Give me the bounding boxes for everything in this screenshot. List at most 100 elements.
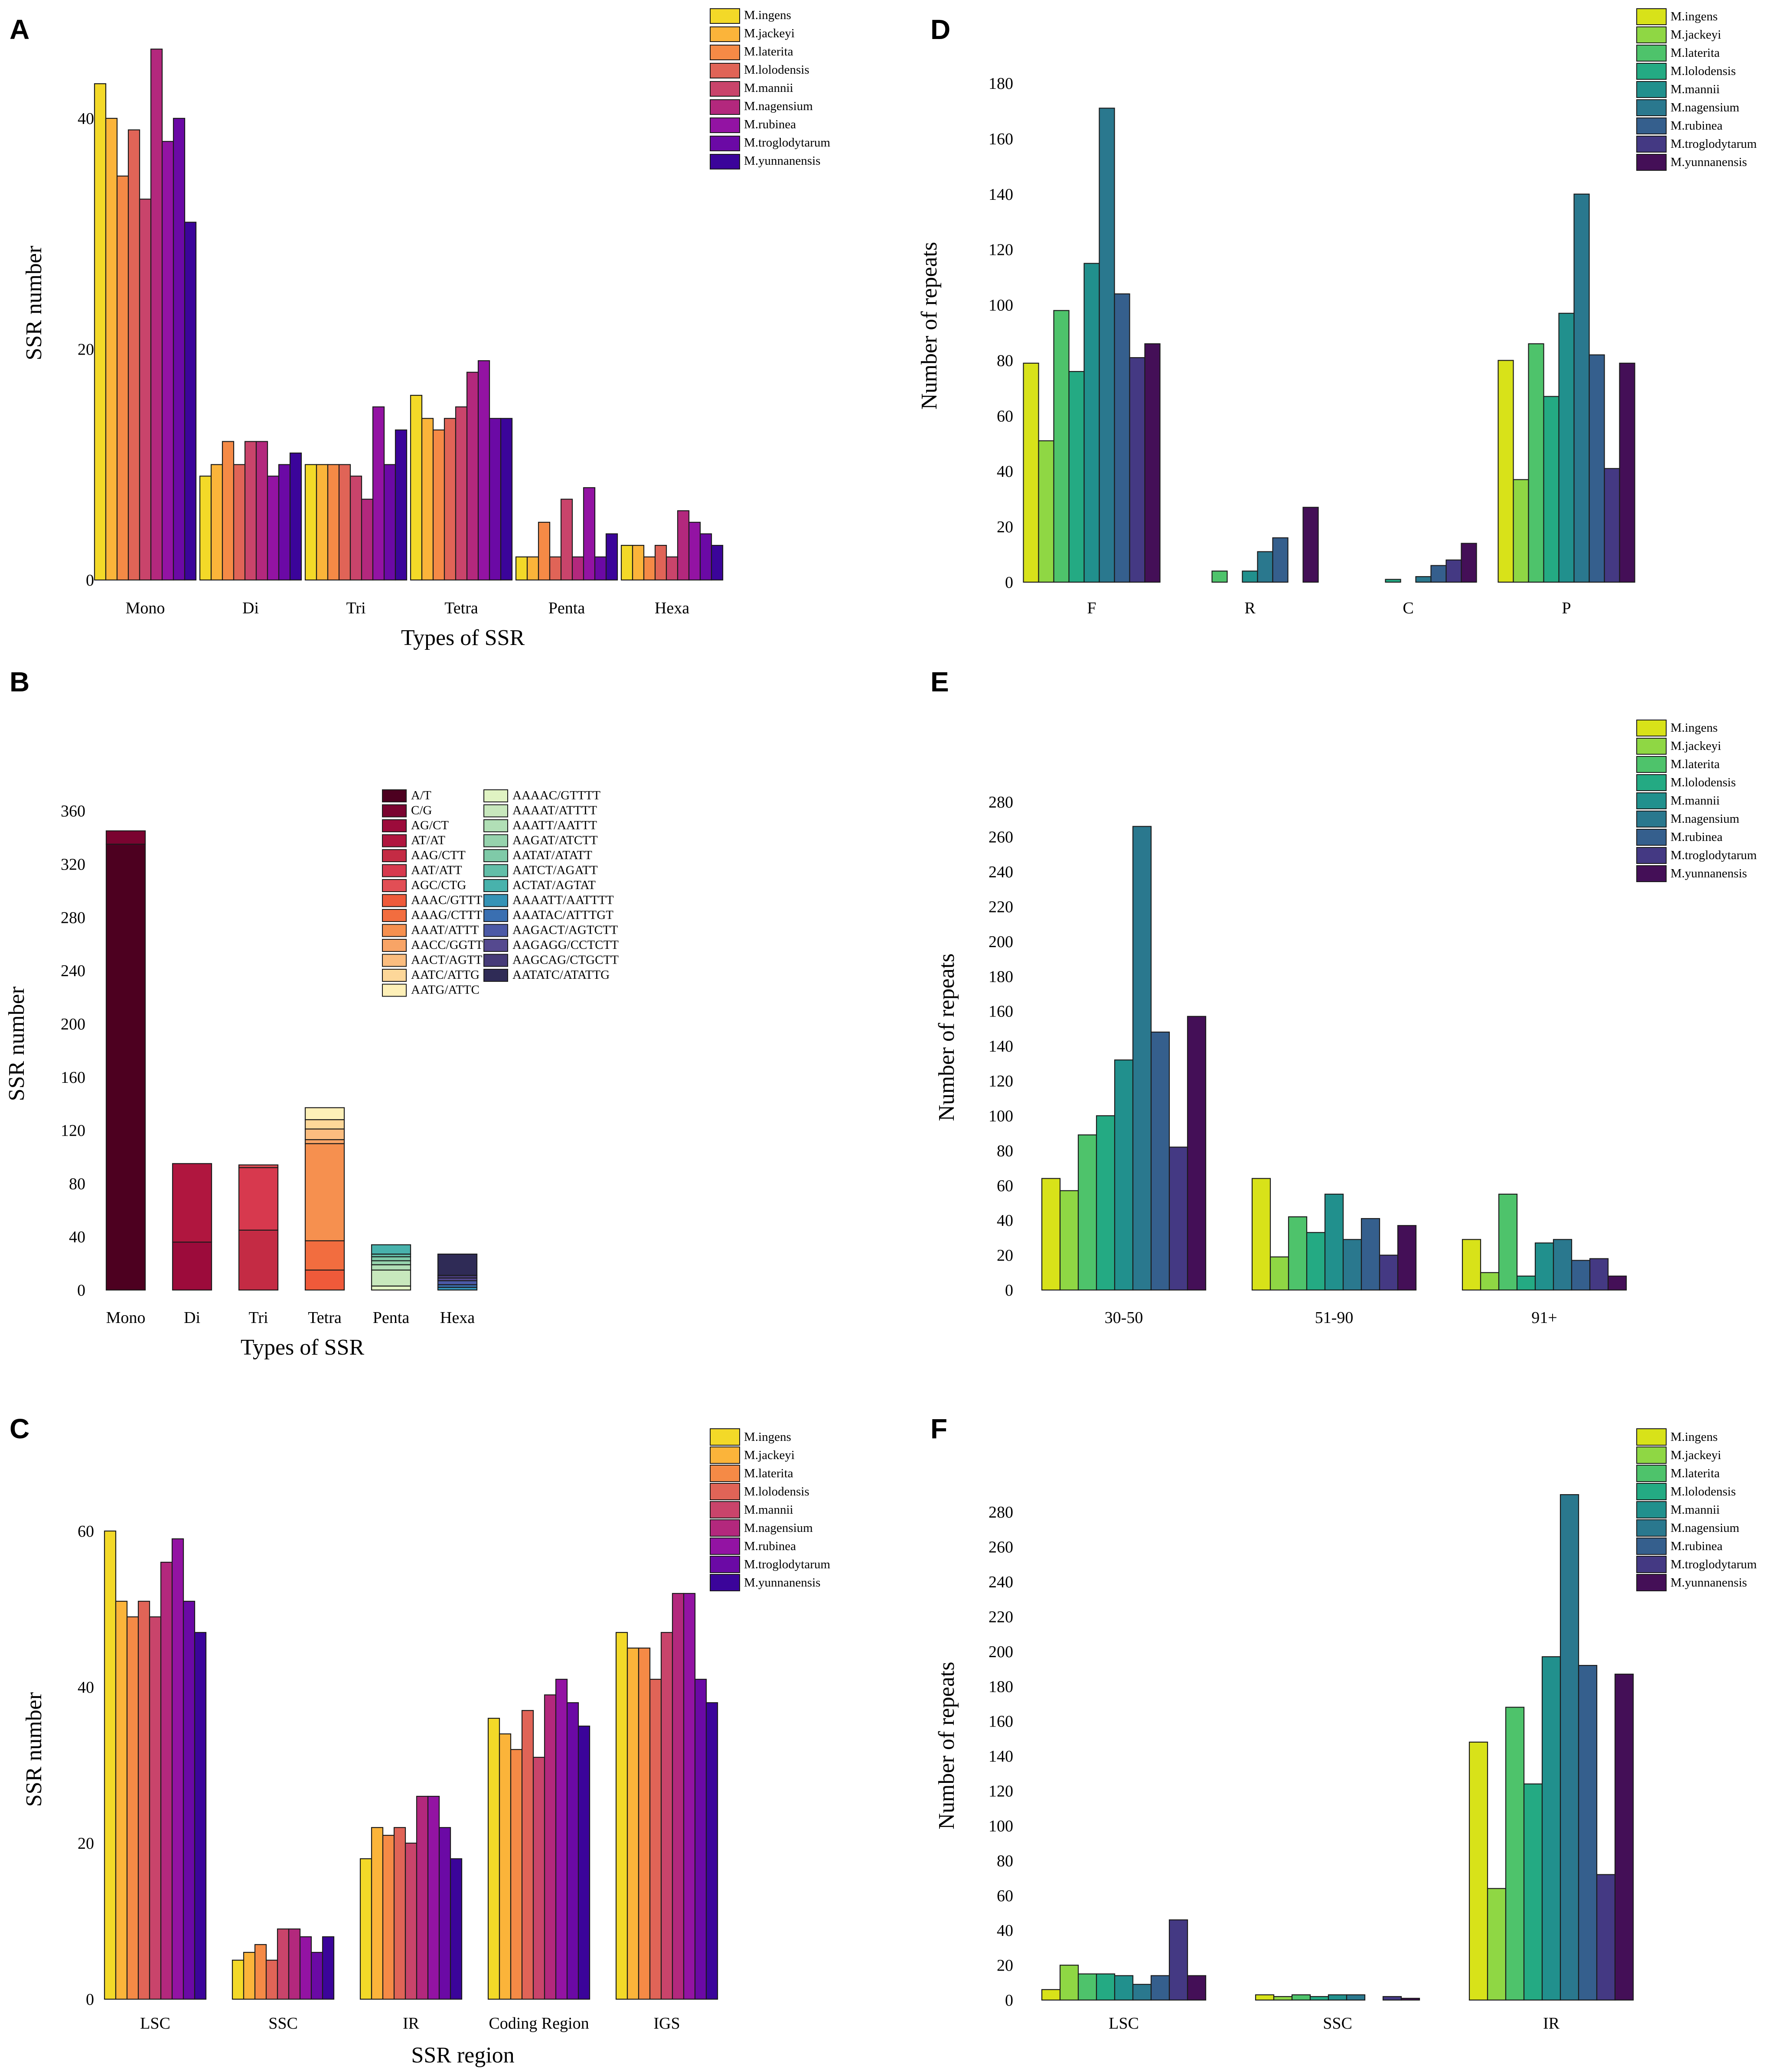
y-tick-label: 100	[989, 296, 1013, 315]
legend: M.ingens M.jackeyi M.laterita M.lolodensis M…	[1636, 1428, 1757, 1591]
stack-segment	[238, 1167, 279, 1231]
bar-m-ingens	[1462, 1239, 1481, 1291]
bar-m-yunnanensis	[1607, 1275, 1627, 1291]
legend-swatch	[483, 939, 508, 952]
legend-label: AG/CT	[411, 818, 449, 832]
bar-m-nagensium	[672, 1593, 685, 2000]
legend-swatch	[710, 8, 740, 24]
panel-letter-b: B	[10, 666, 29, 697]
legend-swatch	[710, 1538, 740, 1555]
legend-swatch	[710, 1519, 740, 1537]
bar-m-laterita	[254, 1944, 267, 2000]
y-tick-label: 0	[86, 1991, 94, 2009]
legend: M.ingens M.jackeyi M.laterita M.lolodensis M…	[710, 8, 830, 169]
bar-m-nagensium	[1132, 1984, 1152, 2001]
bar-m-laterita	[638, 1647, 651, 2000]
bar-m-nagensium	[1346, 1994, 1366, 2001]
legend-label: M.ingens	[1671, 10, 1718, 23]
bar-m-troglodytarum	[310, 1951, 323, 2000]
bar-m-lolodensis	[649, 1678, 662, 2000]
y-tick-label: 120	[61, 1122, 85, 1140]
bar-m-yunnanensis	[578, 1725, 591, 2000]
x-tick-label: 91+	[1531, 1309, 1557, 1327]
legend-swatch	[710, 26, 740, 42]
y-tick-label: 160	[61, 1069, 85, 1087]
y-tick-label: 0	[77, 1281, 85, 1300]
legend-swatch	[710, 1465, 740, 1482]
legend-label: AATCT/AGATT	[512, 863, 598, 877]
legend-swatch	[1636, 720, 1667, 736]
bar-m-ingens	[615, 1632, 628, 2000]
y-tick-label: 60	[997, 407, 1013, 425]
x-tick-label: C	[1403, 599, 1413, 617]
bar-m-rubinea	[1272, 537, 1289, 583]
bar-m-troglodytarum	[1445, 559, 1462, 583]
bar-m-mannii	[560, 498, 573, 581]
legend-label: M.yunnanensis	[1671, 867, 1747, 880]
x-tick-label: Mono	[106, 1309, 146, 1327]
y-tick-label: 40	[997, 1212, 1013, 1230]
legend-swatch	[1636, 81, 1667, 98]
legend-swatch	[483, 849, 508, 862]
bar-m-nagensium	[150, 49, 163, 581]
bar-m-mannii	[1541, 1656, 1561, 2001]
bar-m-jackeyi	[1487, 1888, 1507, 2001]
bar-m-yunnanensis	[1614, 1674, 1634, 2001]
legend-label: AATATC/ATATTG	[512, 968, 610, 982]
legend-label: M.troglodytarum	[1671, 137, 1757, 151]
bar-m-yunnanensis	[450, 1858, 463, 2000]
bar-m-nagensium	[1342, 1239, 1362, 1291]
y-tick-label: 80	[997, 1852, 1013, 1870]
legend-swatch	[1636, 1446, 1667, 1464]
x-tick-label: Tri	[346, 599, 365, 617]
bar-m-ingens	[515, 556, 528, 581]
bar-m-troglodytarum	[1379, 1254, 1399, 1291]
y-tick-label: 120	[989, 1072, 1013, 1091]
bar-m-jackeyi	[115, 1600, 128, 2000]
legend-swatch	[1636, 26, 1667, 43]
stack-segment	[304, 1139, 345, 1144]
bar-m-jackeyi	[1273, 1996, 1293, 2001]
bar-m-laterita	[538, 521, 551, 581]
panel-d: D 0 20 40 60 80 100 120 140 160 180 Number of repea…	[917, 8, 1757, 617]
bar-m-troglodytarum	[1589, 1258, 1609, 1291]
bar-m-rubinea	[555, 1678, 568, 2000]
x-tick-label: Penta	[548, 599, 585, 617]
bar-m-nagensium	[361, 498, 374, 581]
bar-m-ingens	[104, 1530, 117, 2000]
bar-m-troglodytarum	[173, 117, 186, 581]
stack-segment	[238, 1164, 279, 1168]
legend-swatch	[1636, 1428, 1667, 1446]
bar-m-yunnanensis	[1619, 362, 1635, 583]
y-tick-label: 240	[989, 1573, 1013, 1591]
y-tick-label: 20	[997, 518, 1013, 536]
legend-label: M.mannii	[1671, 1503, 1720, 1517]
x-tick-label: IR	[403, 2014, 420, 2033]
legend-label: M.lolodensis	[1671, 775, 1736, 789]
bar-m-mannii	[1328, 1994, 1348, 2001]
bar-m-nagensium	[160, 1561, 173, 2000]
bar-m-rubinea	[1578, 1665, 1598, 2001]
legend-label: M.lolodensis	[1671, 64, 1736, 78]
legend-label: M.nagensium	[1671, 101, 1739, 114]
stack-segment	[371, 1244, 411, 1255]
x-axis-title: Types of SSR	[241, 1335, 365, 1360]
stack-segment	[238, 1229, 279, 1291]
bar-m-troglodytarum	[699, 533, 712, 581]
y-tick-label: 80	[997, 1142, 1013, 1160]
y-tick-label: 140	[989, 1747, 1013, 1766]
bar-m-yunnanensis	[500, 418, 513, 581]
bar-m-jackeyi	[499, 1733, 512, 2000]
stack-segment	[371, 1260, 411, 1265]
x-axis-title: SSR region	[411, 2043, 514, 2068]
legend-label: M.lolodensis	[744, 63, 809, 77]
legend-swatch	[710, 1556, 740, 1573]
y-axis-title: Number of repeats	[934, 1662, 959, 1830]
legend-swatch	[710, 63, 740, 78]
x-tick-label: Penta	[373, 1309, 410, 1327]
bar-m-nagensium	[1573, 193, 1590, 583]
y-tick-label: 20	[997, 1247, 1013, 1265]
bar-m-rubinea	[1571, 1260, 1591, 1291]
bar-m-mannii	[277, 1928, 290, 2000]
